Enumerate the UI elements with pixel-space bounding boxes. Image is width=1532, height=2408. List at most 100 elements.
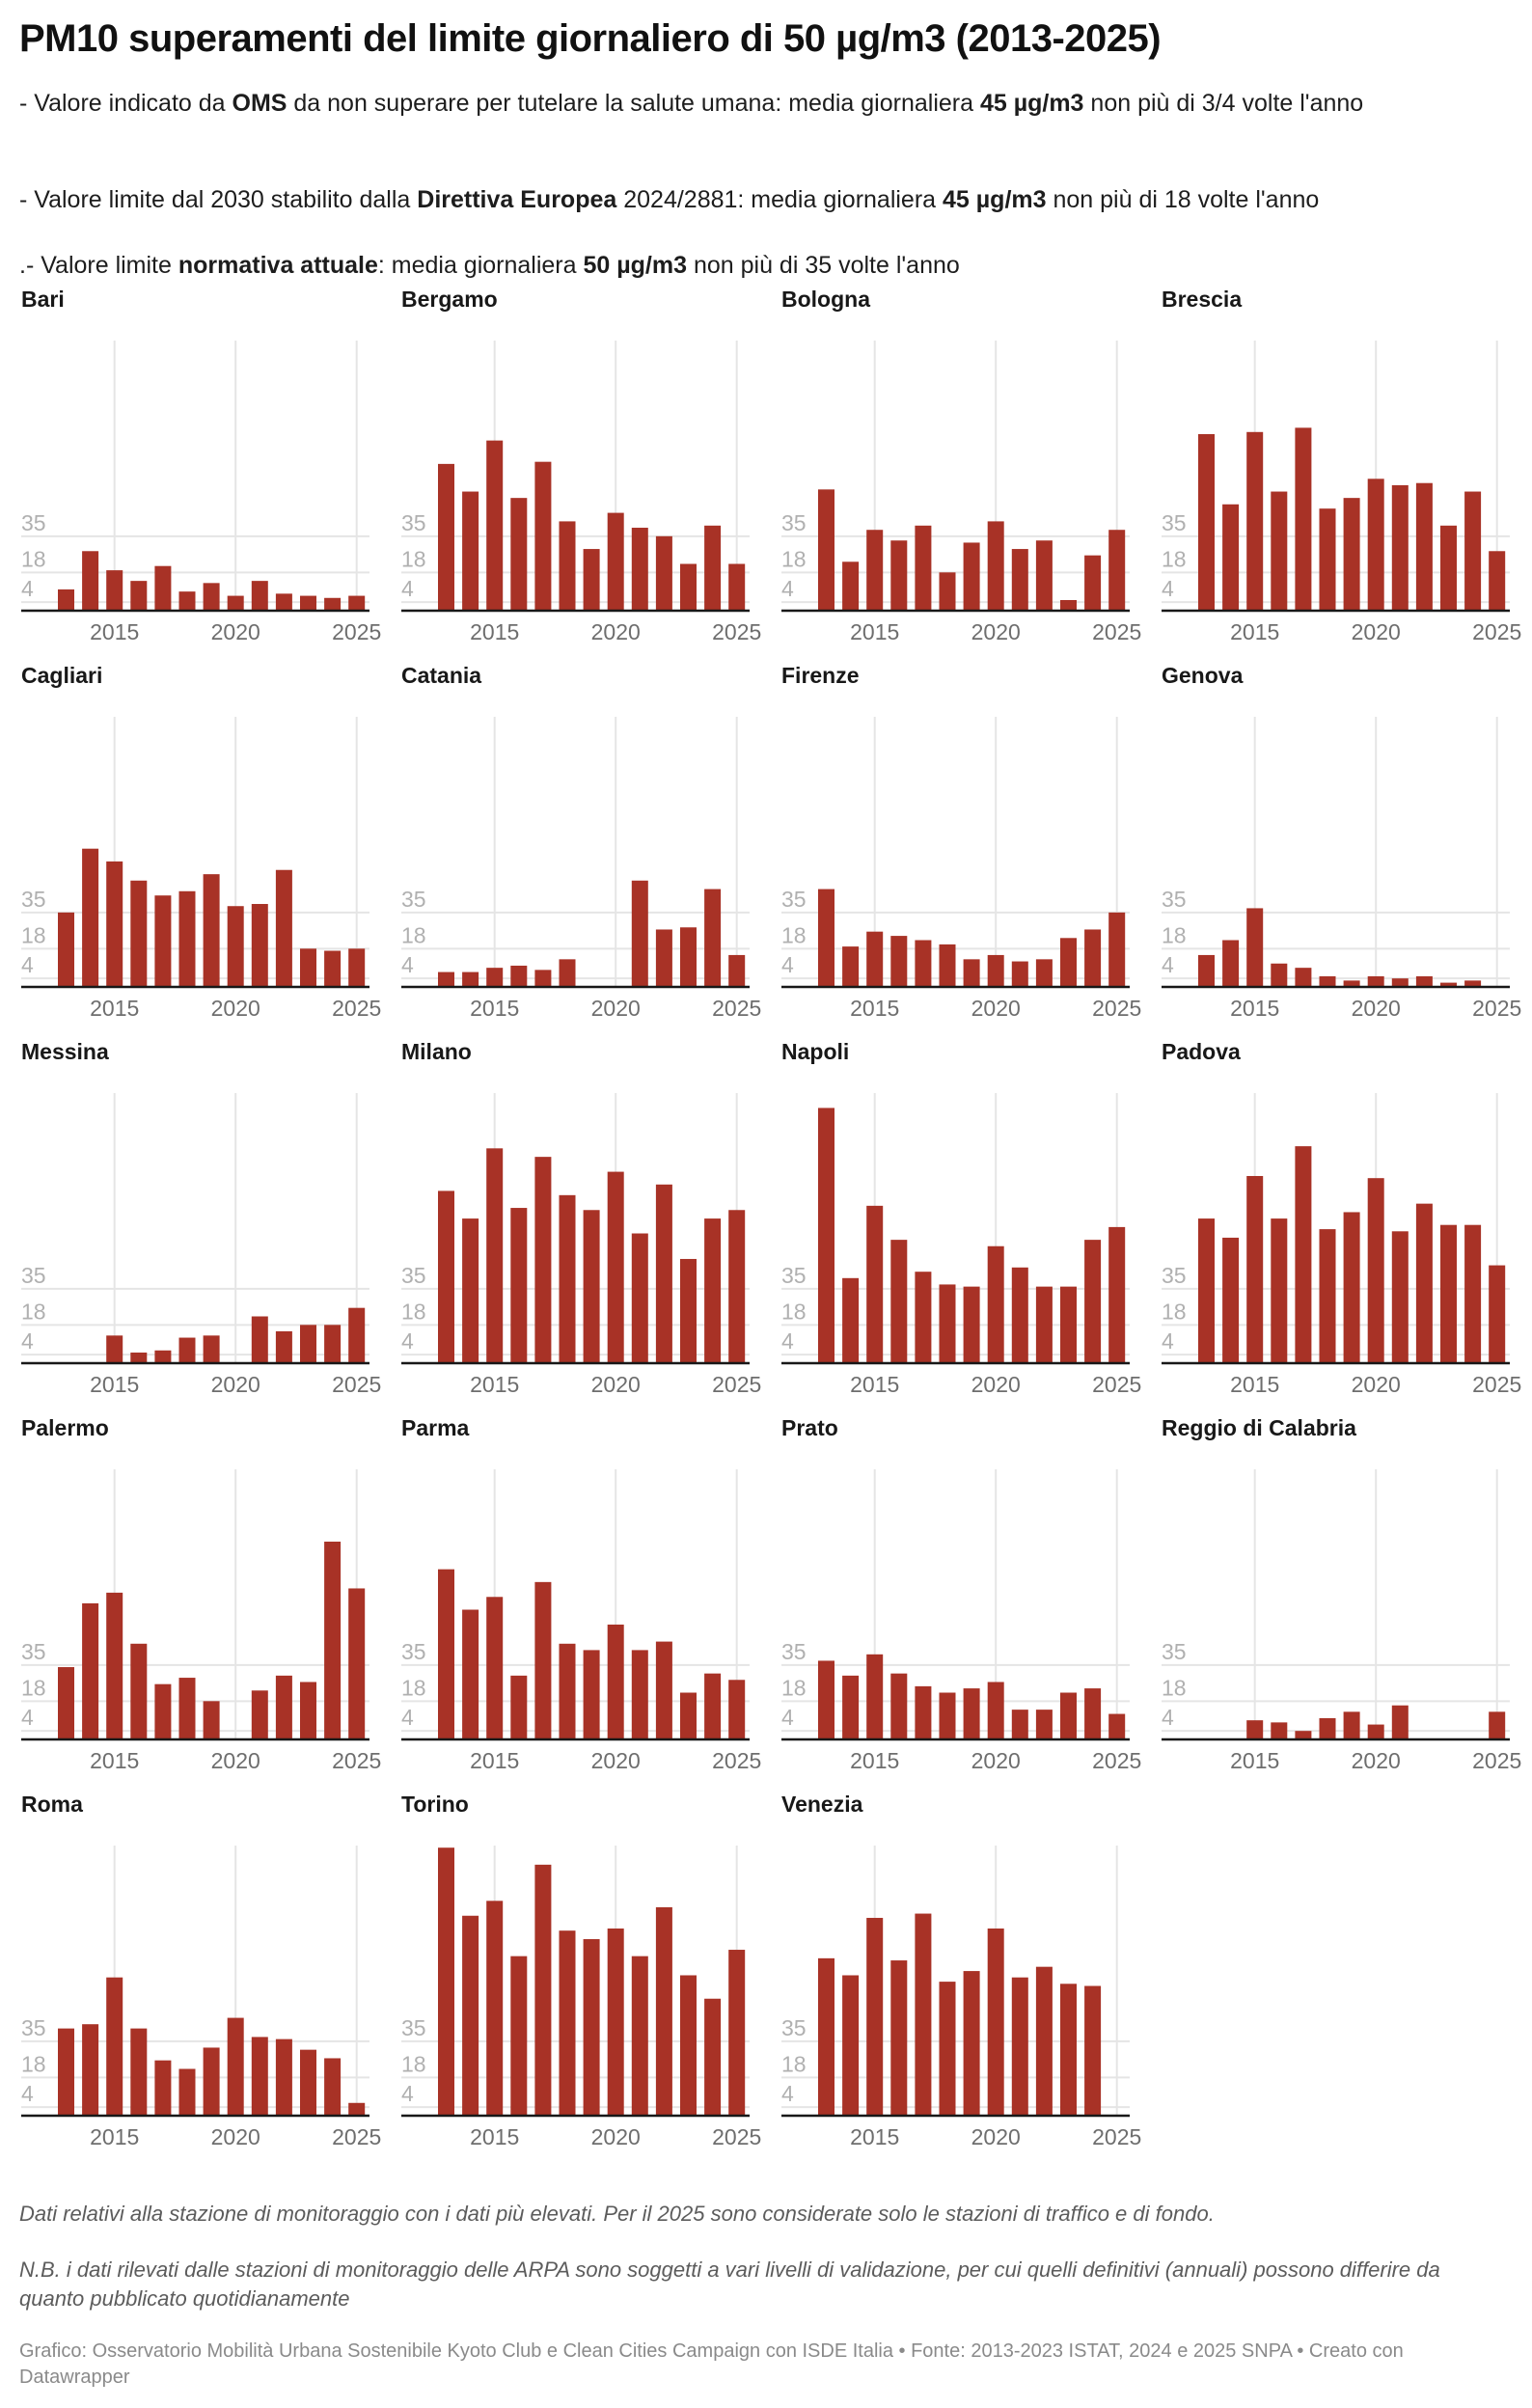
- description-emphasis: 45 µg/m3: [979, 90, 1084, 117]
- panel-title: Genova: [1162, 663, 1244, 688]
- y-tick-label: 35: [781, 1639, 807, 1664]
- bar-2017: [154, 1683, 172, 1739]
- bar-2014: [82, 848, 99, 987]
- bar-2013: [438, 1569, 454, 1739]
- x-tick-label: 2015: [470, 2124, 519, 2149]
- bar-2022: [1035, 1286, 1053, 1363]
- bar-2014: [82, 551, 99, 611]
- bar-2024: [1084, 929, 1102, 987]
- description-emphasis: normativa attuale: [178, 252, 378, 279]
- y-tick-label: 18: [21, 1675, 46, 1700]
- bar-2015: [866, 1654, 884, 1739]
- bar-2018: [178, 1678, 196, 1739]
- bar-2014: [462, 1218, 479, 1363]
- bar-2019: [203, 583, 220, 611]
- panel-title: Palermo: [21, 1415, 109, 1440]
- x-tick-label: 2015: [850, 2124, 899, 2149]
- description-oms: - Valore indicato da OMS da non superare…: [19, 87, 1505, 120]
- bar-2018: [559, 1643, 576, 1739]
- bar-2016: [130, 2028, 148, 2116]
- x-tick-label: 2020: [591, 1372, 641, 1397]
- bar-2023: [680, 563, 697, 611]
- y-tick-label: 35: [781, 887, 807, 912]
- bar-2018: [939, 944, 956, 987]
- bar-2019: [203, 1335, 220, 1363]
- x-tick-label: 2020: [1352, 1748, 1401, 1773]
- description-emphasis: 50 µg/m3: [583, 252, 688, 279]
- x-tick-label: 2015: [90, 1748, 139, 1773]
- bar-2024: [1084, 1688, 1102, 1739]
- bar-2024: [1084, 555, 1102, 611]
- panel-title: Firenze: [781, 663, 860, 688]
- bar-2024: [704, 889, 722, 987]
- bar-2016: [1271, 1218, 1288, 1363]
- bar-2018: [939, 572, 956, 611]
- bar-2018: [1319, 508, 1336, 611]
- y-tick-label: 4: [401, 952, 414, 977]
- bar-2014: [842, 1277, 860, 1363]
- panel-venezia: Venezia 4 18 35 2015 2020 2025: [781, 1792, 1141, 2149]
- bar-2019: [203, 874, 220, 987]
- y-tick-label: 18: [401, 1299, 426, 1324]
- y-tick-label: 18: [401, 922, 426, 947]
- bar-2014: [462, 491, 479, 611]
- bar-2021: [251, 2037, 268, 2116]
- bar-2020: [987, 1928, 1004, 2116]
- panel-title: Roma: [21, 1792, 83, 1817]
- x-tick-label: 2015: [90, 2124, 139, 2149]
- bar-2024: [704, 525, 722, 611]
- bar-2020: [1367, 479, 1384, 611]
- panel-brescia: Brescia 4 18 35 2015 2020 2025: [1162, 287, 1521, 644]
- bar-2015: [106, 570, 123, 611]
- bar-2018: [939, 1692, 956, 1739]
- bar-2017: [1295, 1146, 1312, 1363]
- x-tick-label: 2020: [1352, 1372, 1401, 1397]
- bar-2014: [842, 946, 860, 987]
- x-tick-label: 2025: [332, 1748, 381, 1773]
- description-text: non più di 3/4 volte l'anno: [1083, 90, 1364, 117]
- bar-2017: [915, 1685, 932, 1739]
- bar-2015: [106, 1977, 123, 2116]
- x-tick-label: 2025: [332, 996, 381, 1021]
- x-tick-label: 2015: [1230, 1748, 1279, 1773]
- small-multiples-chart: Bari 4 18 35 2015 2020 2025 Bergamo 4 18 35 2015 202…: [21, 287, 1521, 2149]
- panel-title: Catania: [401, 663, 481, 688]
- x-tick-label: 2020: [1352, 619, 1401, 644]
- y-tick-label: 4: [1162, 1705, 1174, 1730]
- x-tick-label: 2020: [971, 1372, 1021, 1397]
- x-tick-label: 2020: [591, 2124, 641, 2149]
- x-tick-label: 2020: [591, 1748, 641, 1773]
- y-tick-label: 18: [401, 546, 426, 571]
- description-eu-directive: - Valore limite dal 2030 stabilito dalla…: [19, 183, 1505, 216]
- bar-2021: [1391, 484, 1409, 611]
- x-tick-label: 2025: [712, 1372, 761, 1397]
- bar-2021: [631, 880, 648, 987]
- bar-2019: [1343, 1711, 1360, 1739]
- x-tick-label: 2025: [712, 996, 761, 1021]
- y-tick-label: 4: [401, 576, 414, 601]
- x-tick-label: 2025: [1472, 1748, 1521, 1773]
- x-tick-label: 2025: [1092, 1372, 1141, 1397]
- bar-2020: [987, 521, 1004, 611]
- bar-2018: [939, 1982, 956, 2116]
- bar-2020: [227, 2017, 244, 2116]
- panel-title: Reggio di Calabria: [1162, 1415, 1356, 1440]
- bar-2017: [915, 940, 932, 987]
- panel-napoli: Napoli 4 18 35 2015 2020 2025: [781, 1039, 1141, 1397]
- bar-2023: [1440, 982, 1457, 987]
- bar-2013: [58, 1667, 74, 1739]
- bar-2015: [1246, 908, 1264, 987]
- bar-2023: [680, 927, 697, 987]
- y-tick-label: 35: [21, 1639, 46, 1664]
- panel-title: Milano: [401, 1039, 472, 1064]
- bar-2015: [866, 931, 884, 987]
- y-tick-label: 18: [21, 1299, 46, 1324]
- bar-2014: [1222, 1237, 1240, 1363]
- bar-2019: [203, 2047, 220, 2116]
- panel-roma: Roma 4 18 35 2015 2020 2025: [21, 1792, 381, 2149]
- bar-2023: [300, 1325, 316, 1363]
- bar-2024: [324, 1541, 342, 1739]
- y-tick-label: 35: [1162, 1639, 1187, 1664]
- bar-2016: [1271, 963, 1288, 987]
- bar-2022: [655, 535, 672, 611]
